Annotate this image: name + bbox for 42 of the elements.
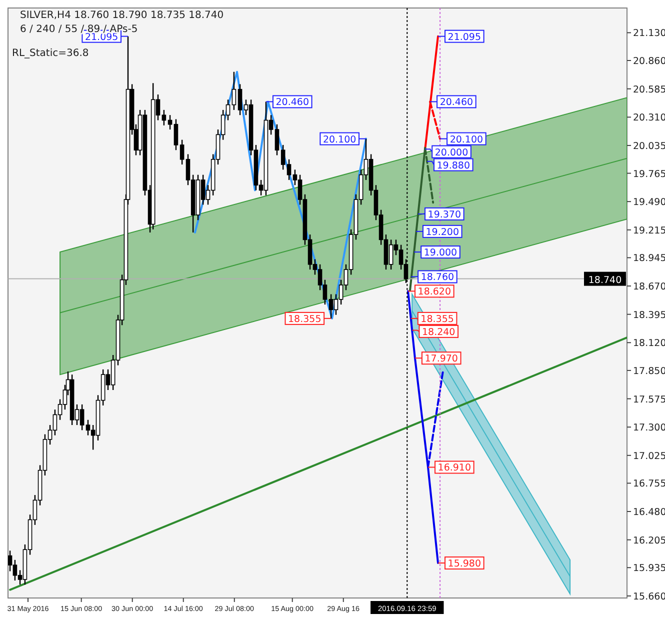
annotation: 21.095	[84, 32, 118, 43]
y-tick-label: 16.755	[633, 478, 665, 490]
annotation: 18.355	[420, 314, 454, 325]
annotation: 20.100	[322, 134, 356, 146]
candlestick	[162, 109, 166, 126]
y-tick-label: 15.935	[633, 563, 665, 574]
annotation: 20.460	[276, 97, 309, 108]
annotation: 16.910	[438, 462, 472, 474]
annotation: 18.760	[420, 272, 454, 284]
annotation: 15.980	[448, 558, 482, 570]
y-tick-label: 20.585	[633, 84, 665, 96]
candlestick	[232, 71, 236, 111]
y-tick-label: 18.945	[633, 253, 665, 264]
y-tick-label: 16.205	[633, 535, 665, 546]
annotation: 20.000	[434, 147, 468, 158]
candlestick	[180, 139, 184, 166]
ref-line-label: 18.740	[588, 274, 622, 286]
y-tick-label: 19.215	[633, 225, 665, 236]
annotation: 19.880	[436, 160, 470, 172]
candlestick	[274, 124, 280, 156]
annotation: 18.355	[288, 314, 322, 325]
annotation: 20.100	[450, 134, 484, 146]
annotation: 19.200	[426, 226, 460, 238]
annotation: 18.240	[422, 326, 456, 338]
annotation: 20.460	[440, 97, 474, 108]
annotation: 19.370	[428, 209, 462, 220]
candlestick	[286, 158, 292, 181]
candlestick	[280, 144, 286, 170]
y-tick-label: 17.025	[633, 450, 665, 462]
y-tick-label: 17.575	[633, 394, 665, 406]
annotation: 19.000	[424, 248, 458, 259]
annotation: 17.970	[424, 354, 458, 365]
candlestick	[168, 114, 172, 130]
chart-title: SILVER,H4 18.760 18.790 18.735 18.740	[20, 10, 224, 21]
candlestick	[238, 84, 242, 116]
y-tick-label: 19.765	[633, 168, 665, 180]
annotation: RL_Static=36.8	[12, 48, 89, 59]
candlestick	[174, 118, 178, 151]
annotation: 18.620	[418, 286, 452, 298]
annotation: 21.095	[448, 32, 482, 43]
y-tick-label: 20.035	[633, 140, 665, 152]
y-tick-label: 18.395	[633, 310, 665, 321]
